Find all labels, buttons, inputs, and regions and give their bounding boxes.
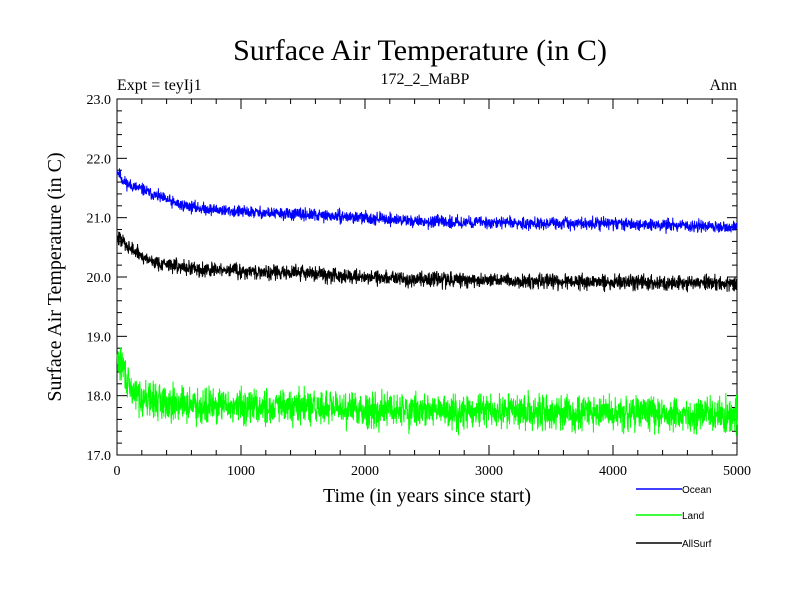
- y-tick-label: 23.0: [87, 93, 112, 108]
- chart-title: Surface Air Temperature (in C): [233, 34, 607, 67]
- x-tick-label: 5000: [723, 464, 751, 479]
- y-tick-label: 22.0: [87, 152, 112, 167]
- y-tick-label: 17.0: [87, 449, 112, 464]
- series-line-land: [116, 347, 738, 436]
- x-tick-label: 4000: [599, 464, 627, 479]
- x-tick-label: 0: [114, 464, 121, 479]
- legend-label-land: Land: [682, 511, 704, 522]
- y-tick-label: 18.0: [87, 390, 112, 405]
- x-tick-label: 1000: [227, 464, 255, 479]
- series-layer: [116, 168, 738, 436]
- legend-label-ocean: Ocean: [682, 485, 711, 496]
- x-tick-label: 3000: [475, 464, 503, 479]
- y-tick-label: 20.0: [87, 271, 112, 286]
- y-axis-label: Surface Air Temperature (in C): [44, 152, 66, 401]
- chart-subtitle: 172_2_MaBP: [381, 71, 470, 88]
- season-label: Ann: [709, 77, 737, 94]
- x-axis-ticks: 0 1000 2000 3000 4000 5000: [114, 99, 751, 479]
- x-tick-label: 2000: [351, 464, 379, 479]
- legend-label-allsurf: AllSurf: [682, 539, 712, 550]
- x-axis-label: Time (in years since start): [323, 485, 531, 507]
- series-line-ocean: [116, 168, 738, 234]
- legend: Ocean Land AllSurf: [636, 485, 712, 550]
- y-axis-ticks: 17.0 18.0 19.0 20.0 21.0 22.0 23.0: [87, 93, 737, 464]
- experiment-label: Expt = teyIj1: [117, 77, 202, 94]
- y-tick-label: 21.0: [87, 212, 112, 227]
- series-line-allsurf: [116, 231, 738, 293]
- y-tick-label: 19.0: [87, 330, 112, 345]
